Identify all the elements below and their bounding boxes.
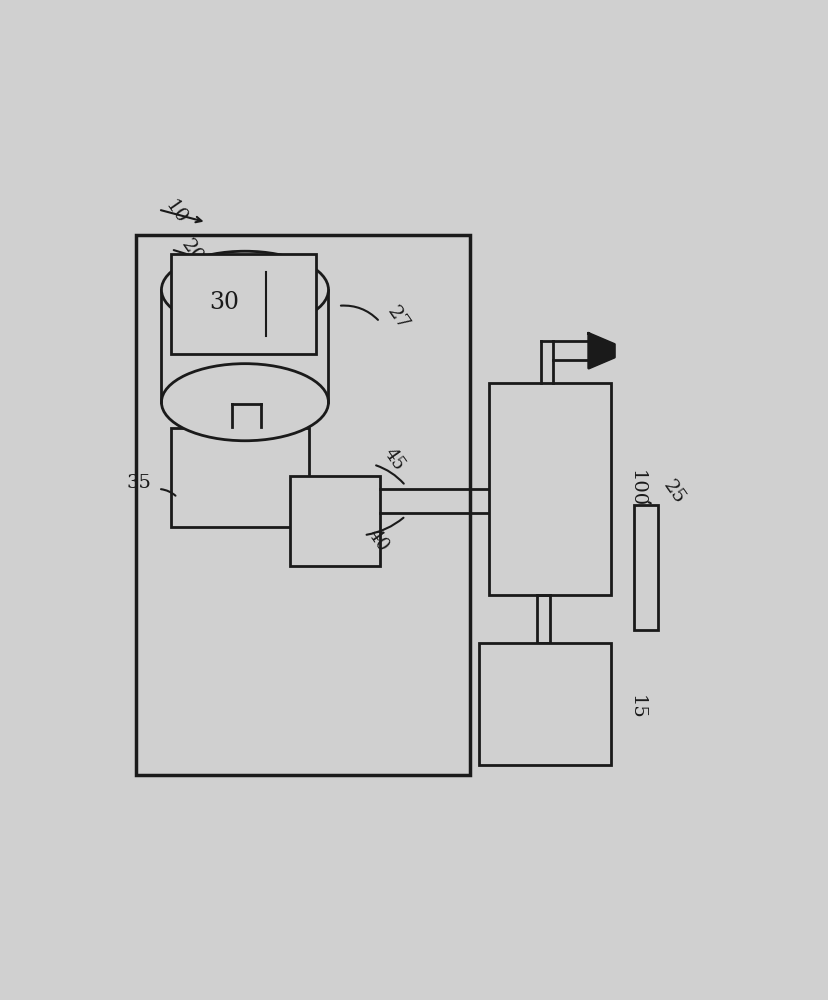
Bar [161, 290, 328, 402]
Text: 27: 27 [383, 303, 412, 334]
Bar [633, 505, 657, 630]
Text: 25: 25 [658, 477, 687, 507]
Text: 35: 35 [127, 474, 152, 492]
Text: 20: 20 [177, 236, 206, 267]
Text: 15: 15 [627, 695, 644, 720]
Text: 40: 40 [363, 526, 391, 555]
Ellipse shape [161, 251, 328, 328]
Bar [136, 235, 469, 775]
Ellipse shape [161, 364, 328, 441]
Bar [489, 383, 610, 595]
Bar [171, 428, 309, 527]
Text: 30: 30 [209, 291, 239, 314]
Text: 10: 10 [161, 197, 190, 228]
Text: 100: 100 [627, 470, 644, 508]
Text: 45: 45 [379, 445, 407, 474]
Bar [171, 254, 315, 354]
Bar [479, 643, 610, 765]
Bar [290, 476, 379, 566]
Polygon shape [588, 333, 614, 368]
